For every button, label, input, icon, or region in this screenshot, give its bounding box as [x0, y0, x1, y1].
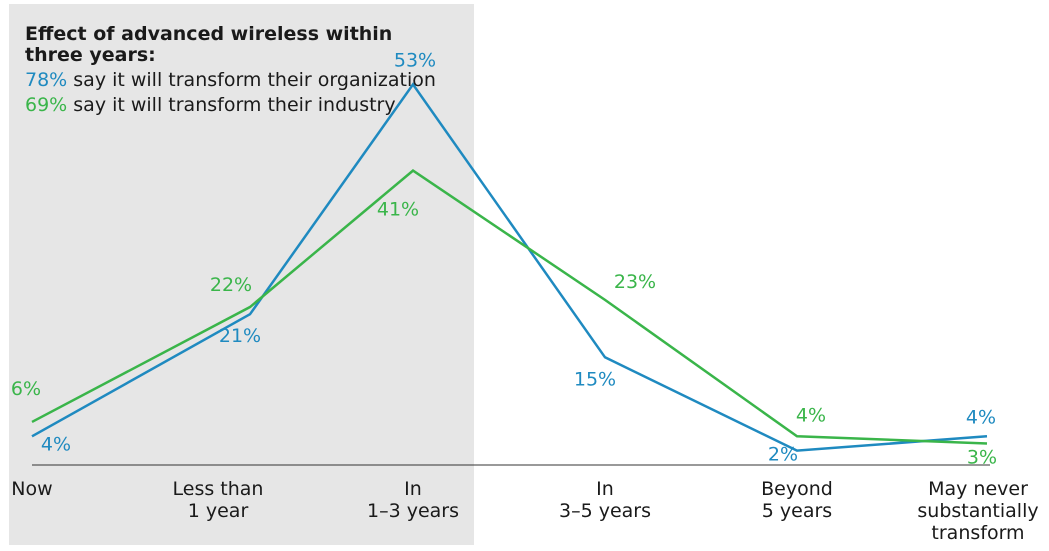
x-tick-label: Beyond 5 years: [761, 478, 833, 522]
organization-data-label: 15%: [574, 368, 616, 390]
industry-data-label: 41%: [377, 199, 419, 221]
industry-series-line: [31, 169, 988, 445]
annotation-box: Effect of advanced wireless within three…: [25, 24, 445, 116]
organization-text: say it will transform their organization: [67, 69, 436, 91]
organization-data-label: 4%: [41, 433, 71, 455]
organization-series-line: [31, 82, 988, 452]
industry-pct: 69%: [25, 94, 68, 116]
industry-data-label: 6%: [11, 378, 41, 400]
industry-data-label: 3%: [967, 446, 997, 468]
x-tick-label: Less than 1 year: [172, 478, 264, 522]
annotation-title: Effect of advanced wireless within three…: [25, 23, 393, 66]
organization-data-label: 21%: [219, 325, 261, 347]
organization-data-label: 4%: [966, 406, 996, 428]
annotation-industry: 69% say it will transform their industry: [25, 95, 445, 116]
highlight-band: [9, 4, 474, 545]
industry-data-label: 23%: [614, 271, 656, 293]
annotation-organization: 78% say it will transform their organiza…: [25, 70, 445, 91]
industry-data-label: 22%: [210, 274, 252, 296]
x-tick-label: In 1–3 years: [366, 478, 459, 522]
organization-data-label: 2%: [768, 444, 798, 466]
industry-data-label: 4%: [796, 404, 826, 426]
x-tick-label: Now: [11, 478, 53, 500]
x-tick-label: In 3–5 years: [558, 478, 651, 522]
industry-text: say it will transform their industry: [67, 94, 396, 116]
organization-data-label: 53%: [394, 49, 436, 71]
organization-pct: 78%: [25, 69, 68, 91]
x-tick-label: May never substantially transform: [917, 478, 1039, 544]
